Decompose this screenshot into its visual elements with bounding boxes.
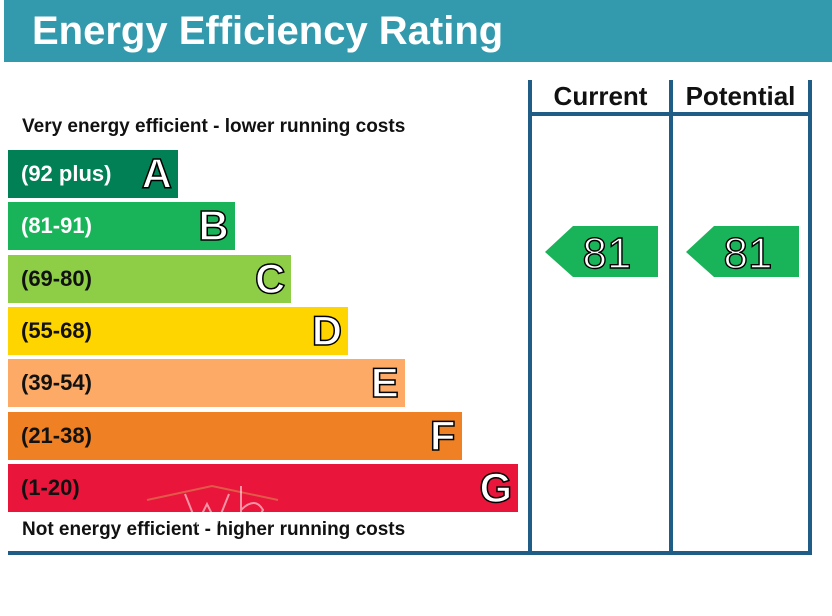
rating-value: 81 (724, 229, 773, 278)
rating-band-e: (39-54) E (8, 358, 405, 408)
band-range-label: (39-54) (21, 370, 92, 396)
band-letter: D (311, 306, 343, 355)
band-letter: B (198, 202, 230, 251)
potential-column-header: Potential (685, 81, 796, 111)
band-range-label: (1-20) (21, 474, 80, 500)
frame-line-right (808, 80, 812, 555)
column-header-line (528, 112, 812, 116)
current-rating-marker: 81 (545, 226, 658, 279)
rating-band-a: (92 plus) A (8, 149, 178, 198)
frame-line-left (528, 80, 532, 555)
band-letter: F (429, 411, 456, 460)
chart-title: Energy Efficiency Rating (32, 9, 504, 53)
rating-arrow (545, 226, 658, 277)
band-letter: C (254, 254, 286, 303)
rating-arrow (686, 226, 799, 277)
potential-rating-marker: 81 (686, 226, 799, 279)
rating-band-b: (81-91) B (8, 202, 235, 251)
current-column-header: Current (553, 81, 648, 111)
band-range-label: (92 plus) (21, 161, 112, 186)
rating-band-g: (1-20) G (8, 463, 519, 512)
band-letter: E (370, 358, 400, 407)
efficient-note: Very energy efficient - lower running co… (22, 116, 406, 137)
inefficient-note: Not energy efficient - higher running co… (22, 519, 406, 540)
band-letter: G (479, 463, 513, 512)
band-range-label: (69-80) (21, 265, 92, 291)
rating-band-d: (55-68) D (8, 306, 349, 355)
band-letter: A (141, 149, 173, 198)
band-range-label: (81-91) (21, 213, 92, 239)
rating-band-f: (21-38) F (8, 411, 462, 460)
watermark-logo (146, 484, 279, 527)
frame-line-middle (669, 80, 673, 555)
bottom-frame-line (8, 551, 812, 555)
band-range-label: (21-38) (21, 422, 92, 448)
rating-band-c: (69-80) C (8, 254, 292, 303)
band-range-label: (55-68) (21, 317, 92, 343)
header-bar: Energy Efficiency Rating (4, 0, 832, 62)
rating-value: 81 (583, 229, 632, 278)
